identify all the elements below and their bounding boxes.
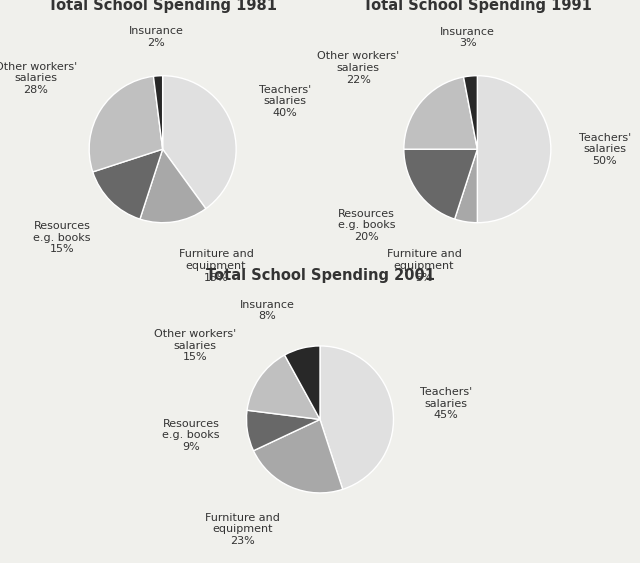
Wedge shape [253, 419, 342, 493]
Text: Other workers'
salaries
22%: Other workers' salaries 22% [317, 51, 399, 84]
Text: Furniture and
equipment
5%: Furniture and equipment 5% [387, 249, 461, 283]
Wedge shape [320, 346, 394, 489]
Text: Resources
e.g. books
9%: Resources e.g. books 9% [163, 419, 220, 452]
Wedge shape [93, 149, 163, 219]
Wedge shape [285, 346, 320, 419]
Text: Insurance
8%: Insurance 8% [240, 300, 295, 321]
Text: Resources
e.g. books
15%: Resources e.g. books 15% [33, 221, 91, 254]
Title: Total School Spending 1991: Total School Spending 1991 [363, 0, 592, 13]
Title: Total School Spending 2001: Total School Spending 2001 [205, 268, 435, 283]
Text: Teachers'
salaries
40%: Teachers' salaries 40% [259, 84, 312, 118]
Text: Other workers'
salaries
15%: Other workers' salaries 15% [154, 329, 236, 363]
Text: Other workers'
salaries
28%: Other workers' salaries 28% [0, 61, 77, 95]
Text: Insurance
2%: Insurance 2% [129, 26, 184, 48]
Wedge shape [404, 149, 477, 219]
Wedge shape [246, 410, 320, 451]
Title: Total School Spending 1981: Total School Spending 1981 [48, 0, 277, 13]
Text: Furniture and
equipment
23%: Furniture and equipment 23% [205, 512, 280, 546]
Text: Insurance
3%: Insurance 3% [440, 26, 495, 48]
Text: Teachers'
salaries
50%: Teachers' salaries 50% [579, 133, 631, 166]
Wedge shape [463, 75, 477, 149]
Wedge shape [140, 149, 206, 223]
Wedge shape [154, 75, 163, 149]
Text: Teachers'
salaries
45%: Teachers' salaries 45% [420, 387, 472, 420]
Text: Resources
e.g. books
20%: Resources e.g. books 20% [338, 209, 396, 242]
Wedge shape [247, 355, 320, 419]
Wedge shape [454, 149, 477, 223]
Wedge shape [477, 75, 551, 223]
Wedge shape [163, 75, 236, 209]
Wedge shape [89, 76, 163, 172]
Text: Furniture and
equipment
15%: Furniture and equipment 15% [179, 249, 253, 283]
Wedge shape [404, 77, 477, 149]
